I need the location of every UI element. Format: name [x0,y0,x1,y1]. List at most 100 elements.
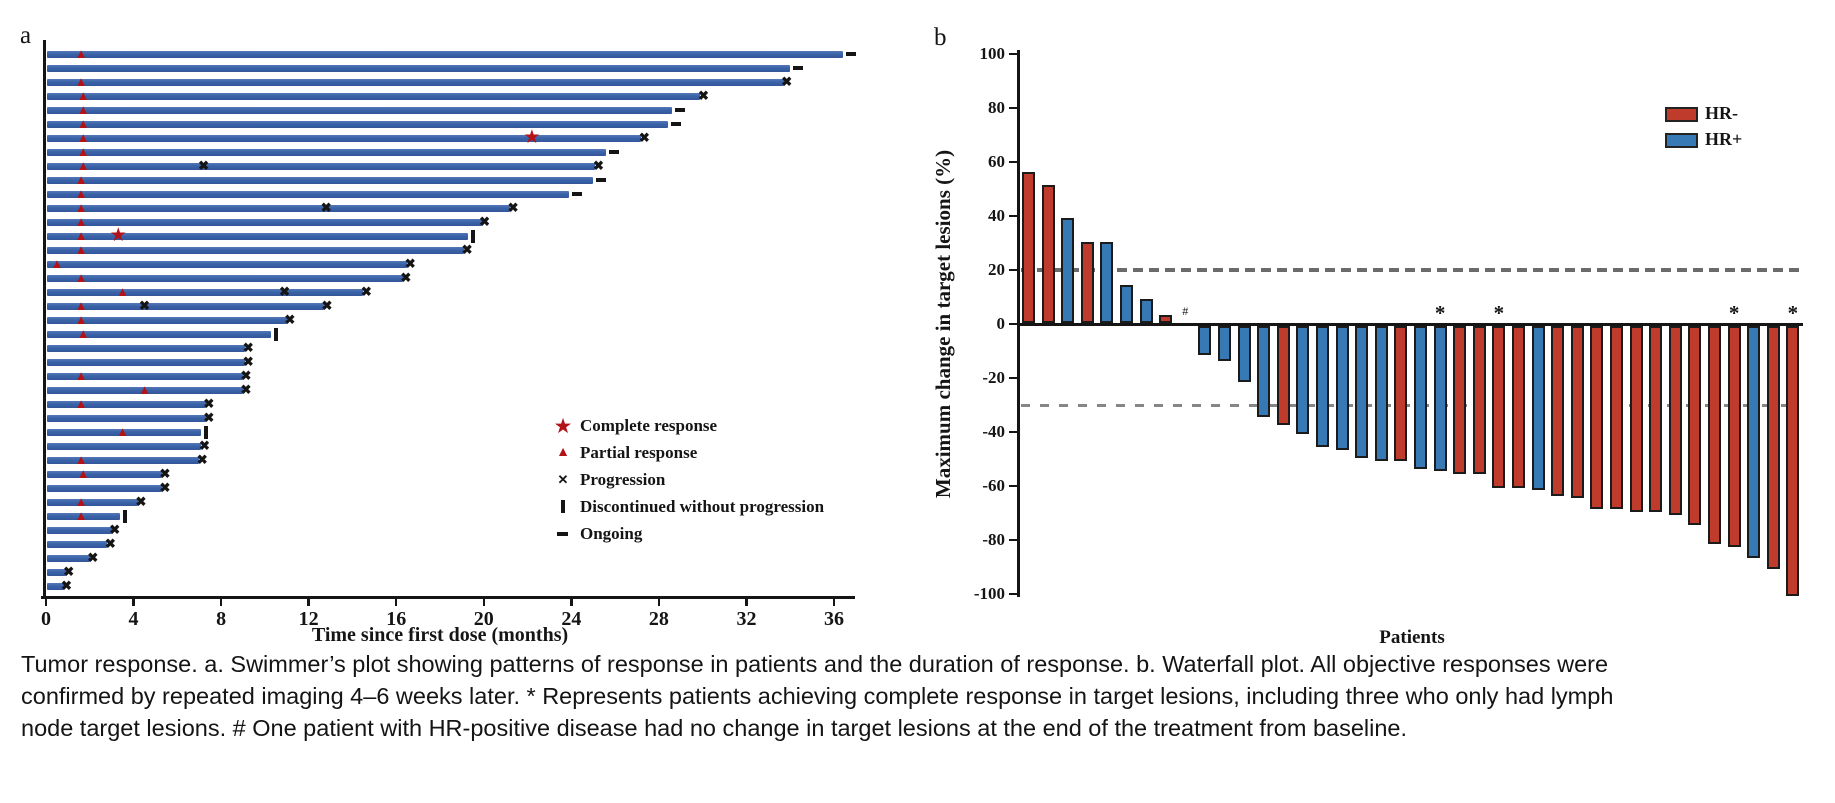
partial-response-icon: ▲ [74,241,88,257]
axis-tick [1009,484,1018,488]
caption-line-1: Tumor response. a. Swimmer’s plot showin… [21,651,1609,677]
waterfall-bar [1120,285,1133,323]
progression-x-icon: ✕ [557,472,569,487]
partial-response-icon: ▲ [138,381,151,397]
partial-response-icon: ▲ [74,395,88,411]
waterfall-bar [1610,325,1623,510]
waterfall-bar [1708,325,1721,545]
swimmer-bar [47,540,108,548]
tick-label: 20 [473,608,494,630]
partial-response-icon: ▲ [76,129,90,145]
panel-a-label: a [20,22,32,49]
panel-b-baseline [1019,322,1803,326]
swimmer-bar [47,218,482,226]
swimmer-bar [47,400,206,408]
progression-icon: ✖ [479,214,491,229]
progression-icon: ✖ [63,564,75,579]
tick-label: 32 [736,608,757,630]
waterfall-bar [1022,171,1035,323]
progression-icon: ✖ [109,522,121,537]
ongoing-icon [609,150,620,154]
tick-label: 60 [988,152,1005,171]
axis-tick [394,598,398,606]
axis-tick [132,598,135,606]
waterfall-bar [1433,325,1447,472]
waterfall-bar [1512,325,1525,488]
discontinued-icon [204,425,208,439]
progression-icon: ✖ [87,550,99,565]
waterfall-bar [1649,325,1663,512]
swimmer-bar [47,372,243,380]
axis-tick [1009,52,1018,56]
discontinued-bar-icon [550,496,576,518]
waterfall-bar [1198,325,1212,356]
waterfall-bar [1100,242,1114,323]
complete-response-icon: ★ [523,127,541,148]
hr-positive-swatch [1665,133,1698,148]
panel-b-y-axis-title: Maximum change in target lesions (%) [931,149,955,499]
waterfall-bar [1551,325,1565,496]
discontinued-icon [123,509,127,523]
swimmer-bar [47,554,90,562]
progression-icon: ✖ [203,410,215,425]
progression-icon: ✖ [400,270,412,285]
swimmer-bar [47,120,668,128]
progression-icon: ✖ [104,536,116,551]
waterfall-bar [1041,185,1055,323]
progression-icon: ✖ [240,368,252,383]
axis-tick [1009,268,1018,272]
asterisk-annotation: * [1728,301,1740,325]
ongoing-icon [675,108,686,112]
progression-icon: ✖ [320,200,332,215]
axis-tick [307,598,310,606]
tick-label: 80 [988,98,1005,117]
partial-response-icon: ▲ [76,157,90,173]
waterfall-bar [1570,325,1584,499]
swimmer-bar [47,512,121,520]
hr-negative-swatch [1665,107,1698,122]
partial-response-icon: ▲ [76,115,90,131]
asterisk-annotation: * [1787,301,1799,325]
tick-label: 4 [128,608,139,630]
swimmer-bar [47,232,469,240]
tick-label: 40 [988,206,1005,225]
tick-label: -20 [982,368,1005,387]
swimmer-bar [47,106,673,114]
tick-label: -60 [982,476,1005,495]
swimmer-bar [47,414,206,422]
swimmer-bar [47,64,791,72]
progression-icon: ✖ [638,130,650,145]
progression-icon: ✖ [203,396,215,411]
progression-icon: ✖ [159,480,171,495]
swimmer-bar [47,246,465,254]
swimmer-bar [47,358,246,366]
waterfall-bar [1355,325,1369,458]
progression-icon: ✖ [139,298,150,313]
caption-line-2: confirmed by repeated imaging 4–6 weeks … [21,683,1614,709]
progression-icon: ✖ [196,452,208,467]
partial-response-icon: ▲ [74,73,88,89]
axis-tick [1009,376,1018,380]
axis-tick [1009,214,1018,218]
panel-b-label: b [934,24,947,51]
tick-label: 36 [824,608,844,630]
waterfall-bar [1453,325,1467,474]
axis-tick [657,598,661,606]
axis-tick [570,598,573,606]
axis-tick [1009,592,1018,596]
axis-tick [219,598,223,606]
progression-icon: ✖ [61,578,72,593]
ongoing-icon [793,66,804,70]
waterfall-bar [1629,325,1643,512]
caption-line-3: node target lesions. # One patient with … [21,715,1408,741]
partial-response-icon: ▲ [116,423,130,439]
waterfall-bar [1668,325,1682,515]
partial-response-icon: ▲ [76,143,90,159]
progression-icon: ✖ [321,298,333,313]
panel-b-x-axis-title: Patients [1379,627,1445,648]
waterfall-bar [1061,217,1075,323]
waterfall-bar [1218,325,1231,361]
partial-response-icon: ▲ [74,213,88,229]
swimmer-bar [47,568,66,576]
waterfall-bar [1374,325,1388,461]
